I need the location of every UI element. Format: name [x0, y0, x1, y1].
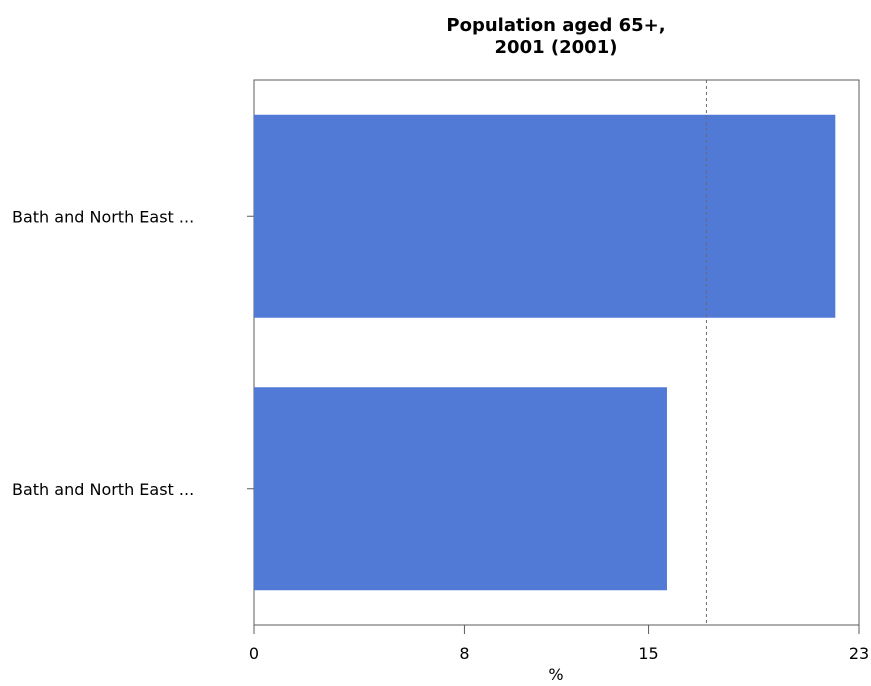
- chart-title-line-2: 2001 (2001): [495, 37, 618, 58]
- bars-layer: [254, 114, 836, 591]
- x-axis-layer: 0 8 15 23: [249, 625, 869, 663]
- category-label-2: Bath and North East ...: [12, 480, 194, 499]
- bar-1: [254, 114, 836, 318]
- x-tick-label-1: 0: [249, 644, 259, 663]
- x-tick-label-4: 23: [849, 644, 869, 663]
- x-tick-label-3: 15: [638, 644, 658, 663]
- bar-2: [254, 387, 667, 591]
- x-axis-label: %: [548, 665, 563, 684]
- category-label-1: Bath and North East ...: [12, 207, 194, 226]
- y-axis-layer: Bath and North East ... Bath and North Ea…: [12, 207, 254, 499]
- x-tick-label-2: 8: [459, 644, 469, 663]
- chart-title-line-1: Population aged 65+,: [446, 15, 665, 36]
